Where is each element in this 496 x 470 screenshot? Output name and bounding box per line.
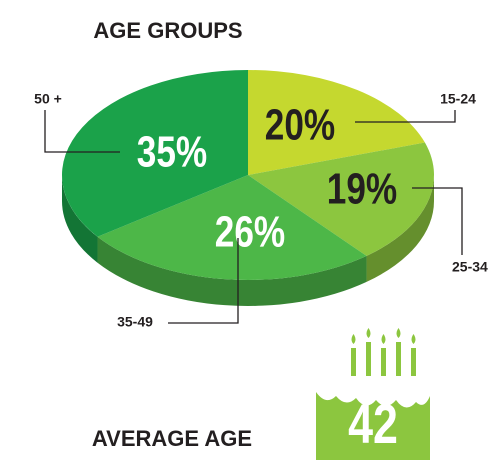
pie-slice — [62, 70, 248, 237]
average-age-value: 42 — [348, 392, 398, 455]
cake-icon: 42 — [316, 328, 430, 460]
value-label: 26% — [215, 208, 285, 257]
average-age-label: AVERAGE AGE — [92, 426, 252, 451]
category-label: 25-34 — [452, 259, 488, 275]
leader-line — [412, 187, 463, 255]
category-label: 35-49 — [117, 314, 153, 330]
category-label: 15-24 — [440, 91, 476, 107]
leader-line — [44, 110, 120, 153]
pie-chart: 20% 19% 26%35% 15-24 25-34 35-49 50 + — [34, 70, 488, 330]
pie-slice — [97, 175, 367, 280]
leader-line — [168, 238, 239, 324]
value-label: 35% — [137, 128, 207, 177]
pie-slice — [248, 70, 425, 175]
pie-slice — [248, 142, 434, 256]
value-label: 20% — [265, 101, 335, 150]
pie-side — [366, 175, 434, 282]
chart-title: AGE GROUPS — [93, 18, 242, 43]
value-label: 19% — [327, 165, 397, 214]
pie-side — [97, 236, 367, 306]
leader-line — [355, 110, 456, 123]
category-label: 50 + — [34, 91, 62, 107]
pie-side — [62, 175, 98, 263]
